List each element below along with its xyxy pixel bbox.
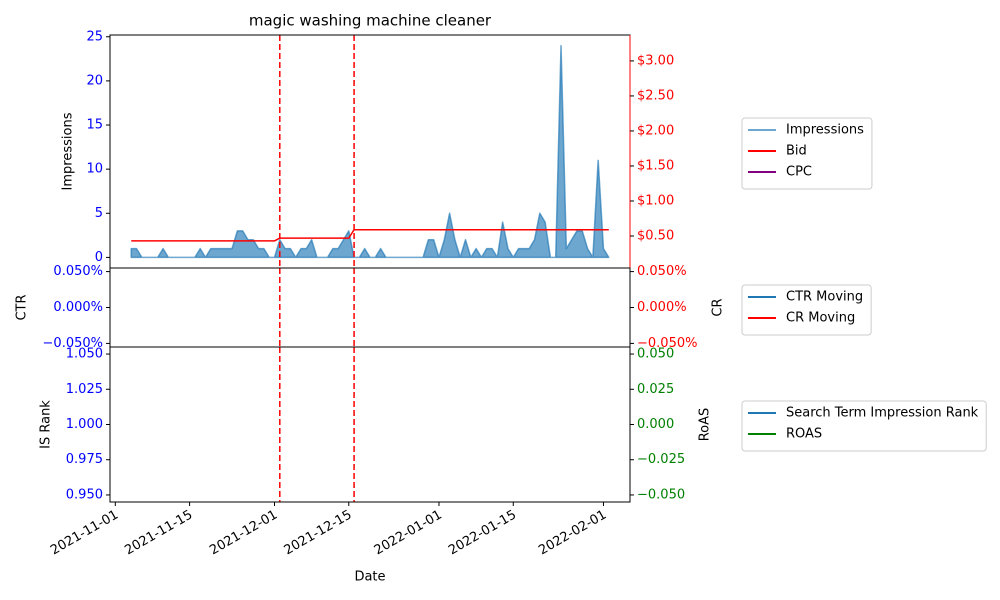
y-tick-label: 1.050 bbox=[66, 347, 103, 362]
x-tick-label: 2021-11-15 bbox=[122, 508, 195, 559]
series-line bbox=[131, 228, 609, 242]
legend-label: CTR Moving bbox=[786, 290, 863, 305]
y-tick-label: 0.950 bbox=[66, 487, 103, 502]
y-axis-label: IS Rank bbox=[39, 400, 54, 449]
y2-tick-label: $2.50 bbox=[637, 88, 674, 103]
legend: CTR Moving CR Moving bbox=[741, 284, 872, 336]
series-area bbox=[130, 44, 610, 259]
x-tick-label: 2021-11-01 bbox=[48, 508, 121, 559]
y2-axis-label: RoAS bbox=[698, 408, 713, 442]
legend: Impressions Bid CPC bbox=[741, 117, 873, 190]
y2-tick-label: −0.025 bbox=[637, 452, 685, 467]
chart-title: magic washing machine cleaner bbox=[249, 12, 492, 30]
y2-tick-label: $2.00 bbox=[637, 123, 674, 138]
x-axis-label: Date bbox=[354, 570, 385, 585]
y-axis-label: Impressions bbox=[61, 112, 76, 190]
legend-box bbox=[741, 400, 987, 452]
y-tick-label: 25 bbox=[86, 29, 103, 44]
y-tick-label: 1.025 bbox=[66, 382, 103, 397]
x-tick-label: 2022-01-15 bbox=[446, 508, 519, 559]
x-tick-label: 2021-12-01 bbox=[207, 508, 280, 559]
y-tick-label: 20 bbox=[86, 73, 103, 88]
y-tick-label: 0.975 bbox=[66, 452, 103, 467]
x-tick-label: 2022-01-01 bbox=[372, 508, 445, 559]
y-tick-label: 0 bbox=[95, 250, 103, 265]
y-tick-label: 5 bbox=[95, 206, 103, 221]
y2-tick-label: 0.025 bbox=[637, 382, 674, 397]
y2-tick-label: −0.050 bbox=[637, 487, 685, 502]
y2-tick-label: $1.00 bbox=[637, 193, 674, 208]
y2-tick-label: $0.50 bbox=[637, 228, 674, 243]
legend-label: CPC bbox=[786, 165, 812, 180]
axes-frame bbox=[109, 34, 631, 269]
y-tick-label: 0.050% bbox=[53, 264, 103, 279]
legend-label: ROAS bbox=[786, 427, 822, 442]
axes-frame bbox=[109, 346, 631, 503]
y-tick-label: 10 bbox=[86, 162, 103, 177]
y2-axis-label: CR bbox=[711, 298, 726, 316]
y2-tick-label: 0.050 bbox=[637, 347, 674, 362]
legend-label: Search Term Impression Rank bbox=[786, 406, 979, 421]
legend: Search Term Impression Rank ROAS bbox=[741, 400, 987, 452]
y-axis-label: CTR bbox=[15, 294, 30, 320]
y-tick-label: 15 bbox=[86, 118, 103, 133]
y2-tick-label: 0.050% bbox=[637, 264, 687, 279]
plot-area bbox=[130, 44, 610, 259]
y2-tick-label: −0.050% bbox=[637, 336, 697, 351]
y2-tick-label: $3.00 bbox=[637, 53, 674, 68]
y-tick-label: −0.050% bbox=[43, 336, 103, 351]
axes-frame bbox=[109, 267, 631, 348]
y2-tick-label: 0.000% bbox=[637, 300, 687, 315]
x-tick-label: 2022-02-01 bbox=[536, 508, 609, 559]
legend-label: Bid bbox=[786, 144, 807, 159]
legend-label: CR Moving bbox=[786, 311, 855, 326]
y2-tick-label: 0.000 bbox=[637, 417, 674, 432]
x-tick-label: 2021-12-15 bbox=[282, 508, 355, 559]
legend-label: Impressions bbox=[786, 123, 864, 138]
y2-tick-label: $1.50 bbox=[637, 158, 674, 173]
y-tick-label: 1.000 bbox=[66, 417, 103, 432]
y-tick-label: 0.000% bbox=[53, 300, 103, 315]
